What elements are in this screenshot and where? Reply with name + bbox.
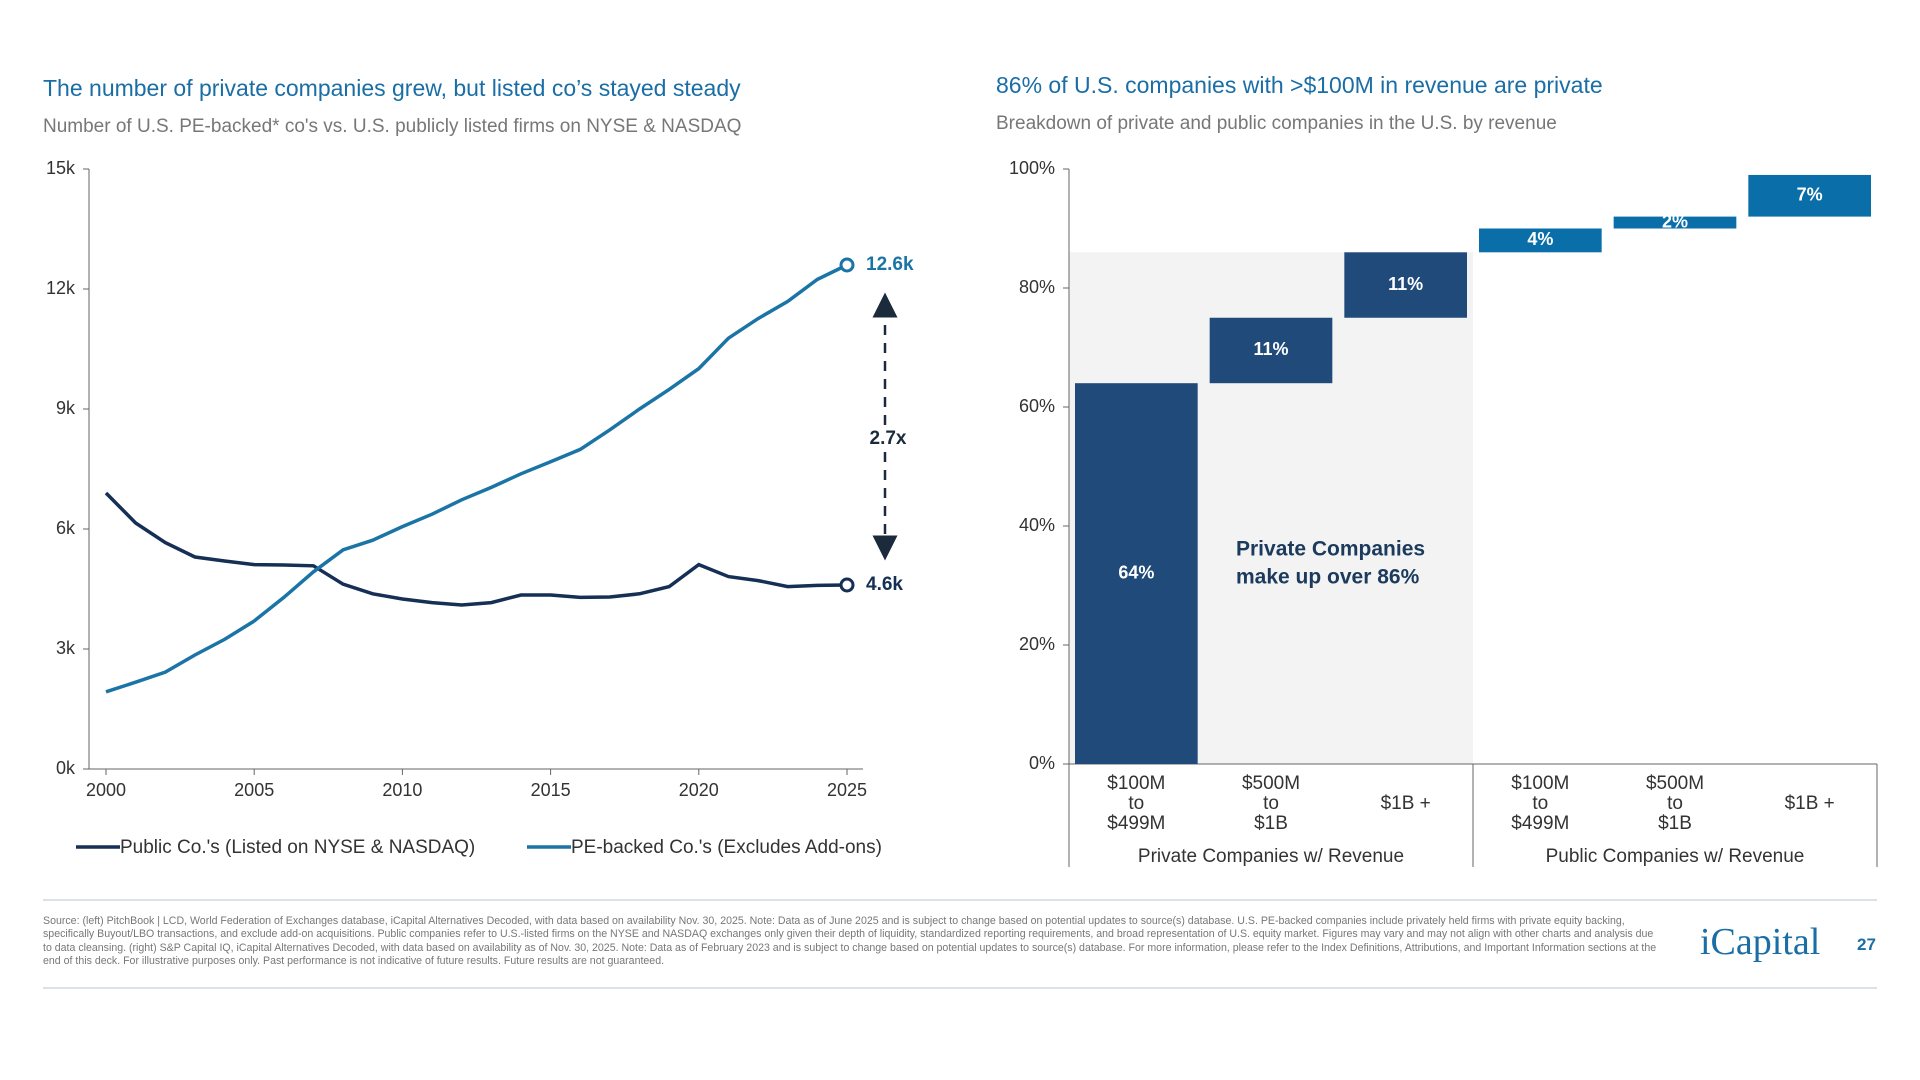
series-line bbox=[104, 491, 848, 607]
x-tick-label: 2025 bbox=[827, 780, 867, 800]
value-label: 7% bbox=[1797, 185, 1823, 205]
x-tick-label: $100M bbox=[1511, 773, 1569, 794]
value-label: 4% bbox=[1527, 229, 1553, 249]
y-tick-label: 3k bbox=[56, 638, 76, 658]
end-marker bbox=[839, 257, 855, 273]
x-tick-label: to bbox=[1128, 793, 1144, 814]
bar bbox=[1075, 383, 1198, 764]
x-tick-label: 2005 bbox=[234, 780, 274, 800]
bar bbox=[1209, 317, 1333, 384]
value-label: 2% bbox=[1662, 211, 1688, 231]
multiple-label: 2.7x bbox=[870, 428, 907, 449]
legend-label: Public Co.'s (Listed on NYSE & NASDAQ) bbox=[120, 837, 475, 858]
right-title: 86% of U.S. companies with >$100M in rev… bbox=[996, 72, 1603, 98]
x-tick-label: to bbox=[1532, 793, 1548, 814]
x-tick-label: $1B + bbox=[1381, 793, 1431, 814]
x-tick-label: $1B bbox=[1254, 813, 1288, 834]
y-tick-label: 9k bbox=[56, 398, 76, 418]
x-tick-label: $499M bbox=[1107, 813, 1165, 834]
y-tick-label: 20% bbox=[1019, 634, 1055, 654]
y-tick-label: 80% bbox=[1019, 277, 1055, 297]
y-tick-label: 0% bbox=[1029, 753, 1055, 773]
legend-label: PE-backed Co.'s (Excludes Add-ons) bbox=[571, 837, 882, 858]
value-label: 64% bbox=[1118, 562, 1154, 582]
y-tick-label: 12k bbox=[46, 278, 76, 298]
value-label: 4.6k bbox=[866, 574, 903, 595]
y-tick-label: 40% bbox=[1019, 515, 1055, 535]
end-marker bbox=[839, 577, 855, 593]
right-subtitle: Breakdown of private and public companie… bbox=[996, 113, 1557, 134]
x-tick-label: 2010 bbox=[382, 780, 422, 800]
footnote: Source: (left) PitchBook | LCD, World Fe… bbox=[43, 915, 1657, 968]
bar bbox=[1748, 174, 1871, 217]
x-tick-label: 2015 bbox=[531, 780, 571, 800]
page-number: 27 bbox=[1857, 935, 1876, 954]
y-tick-label: 6k bbox=[56, 518, 76, 538]
left-subtitle: Number of U.S. PE-backed* co's vs. U.S. … bbox=[43, 116, 741, 137]
annotation: make up over 86% bbox=[1236, 566, 1420, 589]
y-tick-label: 60% bbox=[1019, 396, 1055, 416]
group-label: Private Companies w/ Revenue bbox=[1138, 846, 1404, 867]
x-tick-label: $499M bbox=[1511, 813, 1569, 834]
y-tick-label: 100% bbox=[1009, 158, 1055, 178]
x-tick-label: $100M bbox=[1107, 773, 1165, 794]
x-tick-label: to bbox=[1263, 793, 1279, 814]
x-tick-label: 2000 bbox=[86, 780, 126, 800]
series-line bbox=[105, 263, 848, 694]
y-tick-label: 15k bbox=[46, 158, 76, 178]
bar bbox=[1613, 216, 1737, 229]
left-title: The number of private companies grew, bu… bbox=[43, 75, 741, 101]
x-tick-label: $1B bbox=[1658, 813, 1692, 834]
annotation: Private Companies bbox=[1236, 538, 1425, 561]
x-tick-label: 2020 bbox=[679, 780, 719, 800]
value-label: 11% bbox=[1253, 339, 1288, 359]
value-label: 12.6k bbox=[866, 254, 914, 275]
bar bbox=[1479, 228, 1602, 253]
bar bbox=[1344, 252, 1467, 318]
logo: iCapital bbox=[1700, 921, 1821, 963]
x-tick-label: $500M bbox=[1646, 773, 1704, 794]
x-tick-label: $1B + bbox=[1785, 793, 1835, 814]
y-tick-label: 0k bbox=[56, 758, 76, 778]
x-tick-label: to bbox=[1667, 793, 1683, 814]
x-tick-label: $500M bbox=[1242, 773, 1300, 794]
value-label: 11% bbox=[1388, 274, 1423, 294]
group-label: Public Companies w/ Revenue bbox=[1546, 846, 1805, 867]
